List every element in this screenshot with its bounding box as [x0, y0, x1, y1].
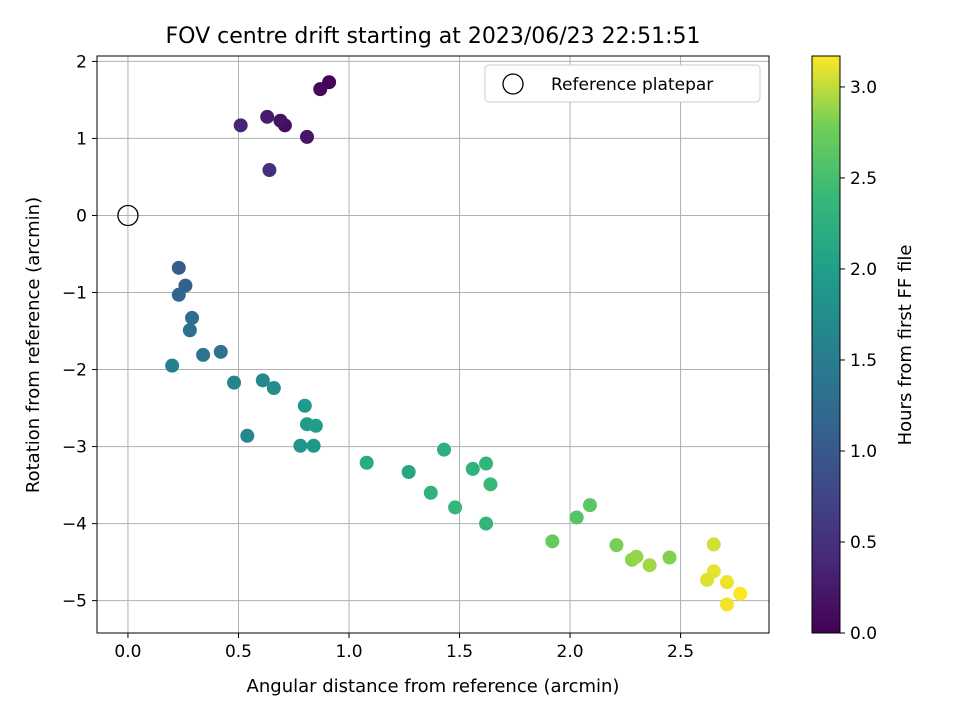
- colorbar-tick-label: 2.5: [850, 169, 877, 189]
- data-point: [293, 438, 308, 453]
- y-tick-label: 0: [76, 206, 87, 226]
- y-tick-label: −2: [62, 361, 87, 381]
- y-axis-label: Rotation from reference (arcmin): [23, 197, 44, 493]
- data-point: [662, 550, 677, 565]
- grid: [97, 56, 769, 633]
- data-point: [479, 456, 494, 471]
- x-axis-ticks: 0.0 0.5 1.0 1.5 2.0 2.5: [114, 633, 694, 662]
- data-point: [313, 82, 328, 97]
- data-point: [308, 418, 323, 433]
- y-tick-label: 2: [76, 52, 87, 72]
- colorbar-tick-label: 2.0: [850, 260, 877, 280]
- y-tick-label: −5: [62, 592, 87, 612]
- colorbar: [811, 55, 841, 634]
- colorbar-label: Hours from first FF file: [895, 245, 916, 446]
- data-point: [165, 358, 180, 373]
- legend-label: Reference platepar: [551, 75, 713, 95]
- data-point: [609, 538, 624, 553]
- data-point: [569, 510, 584, 525]
- data-point: [448, 500, 463, 515]
- y-tick-label: 1: [76, 129, 87, 149]
- data-point: [359, 455, 374, 470]
- colorbar-ticks: 0.0 0.5 1.0 1.5 2.0 2.5 3.0: [840, 78, 877, 644]
- plot-frame: [96, 55, 770, 634]
- data-point: [213, 344, 228, 359]
- data-point: [273, 113, 288, 128]
- data-point: [260, 109, 275, 124]
- data-point: [465, 461, 480, 476]
- data-point: [171, 260, 186, 275]
- data-point: [582, 498, 597, 513]
- data-point: [255, 373, 270, 388]
- colorbar-tick-label: 0.5: [850, 533, 877, 553]
- data-point: [733, 586, 748, 601]
- y-tick-label: −1: [62, 284, 87, 304]
- data-point: [227, 375, 242, 390]
- reference-marker: [117, 204, 139, 227]
- colorbar-tick-label: 3.0: [850, 78, 877, 98]
- data-point: [300, 129, 314, 144]
- data-point: [171, 287, 186, 302]
- legend: Reference platepar: [484, 64, 761, 103]
- data-point: [185, 310, 200, 325]
- data-point: [483, 477, 498, 492]
- data-point: [720, 575, 734, 590]
- x-tick-label: 2.5: [667, 642, 694, 662]
- colorbar-tick-label: 1.0: [850, 442, 877, 462]
- x-axis-label: Angular distance from reference (arcmin): [247, 676, 620, 697]
- x-tick-label: 2.0: [557, 642, 584, 662]
- data-point: [642, 558, 657, 573]
- data-point: [196, 347, 211, 362]
- data-point: [720, 597, 734, 612]
- data-point: [240, 428, 255, 443]
- colorbar-tick-label: 1.5: [850, 351, 877, 371]
- legend-reference-marker: [502, 73, 524, 95]
- data-point: [423, 485, 438, 500]
- x-tick-label: 1.0: [335, 642, 362, 662]
- y-tick-label: −4: [62, 515, 87, 535]
- data-point: [401, 464, 416, 479]
- legend-box: [484, 64, 761, 103]
- data-points: [165, 75, 748, 612]
- data-point: [629, 549, 644, 564]
- x-tick-label: 0.0: [114, 642, 141, 662]
- data-point: [706, 537, 721, 552]
- data-point: [297, 398, 312, 413]
- y-axis-ticks: 2 1 0 −1 −2 −3 −4 −5: [62, 52, 97, 612]
- data-point: [262, 163, 277, 178]
- x-tick-label: 1.5: [446, 642, 473, 662]
- data-point: [437, 442, 452, 457]
- chart-title: FOV centre drift starting at 2023/06/23 …: [166, 24, 701, 49]
- x-tick-label: 0.5: [225, 642, 252, 662]
- data-point: [479, 516, 494, 531]
- data-point: [233, 118, 248, 133]
- y-tick-label: −3: [62, 438, 87, 458]
- data-point: [306, 438, 321, 453]
- colorbar-tick-label: 0.0: [850, 624, 877, 644]
- data-point: [700, 572, 715, 587]
- data-point: [266, 381, 281, 396]
- data-point: [182, 323, 197, 338]
- data-point: [545, 534, 560, 549]
- reference-platepar-point: [117, 204, 139, 227]
